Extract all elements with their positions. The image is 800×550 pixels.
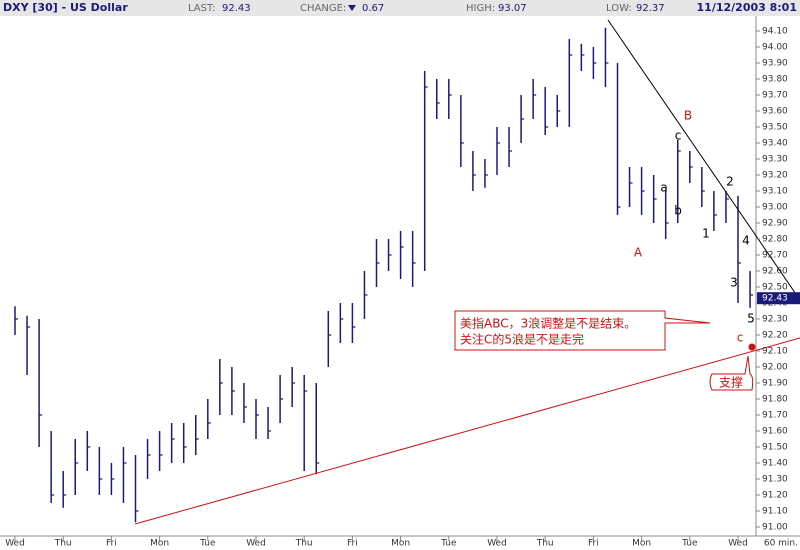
y-tick-label: 92.90 xyxy=(762,219,788,229)
high-label: HIGH: xyxy=(466,3,495,14)
y-tick-label: 93.70 xyxy=(762,91,788,101)
y-tick-label: 91.30 xyxy=(762,475,788,485)
wave-label: 2 xyxy=(726,175,734,189)
callout-text: 美指ABC，3浪调整是不是结束。 xyxy=(460,316,636,331)
x-tick-label: Fri xyxy=(106,539,117,549)
resistance-line xyxy=(607,19,800,301)
wave-label: B xyxy=(684,109,692,123)
y-tick-label: 93.60 xyxy=(762,107,788,117)
y-tick-label: 91.80 xyxy=(762,395,788,405)
plot xyxy=(14,27,754,523)
wave-label: 4 xyxy=(742,234,750,248)
support-line xyxy=(134,337,800,525)
x-tick-label: Wed xyxy=(728,539,748,549)
support-bubble xyxy=(709,355,754,391)
x-tick-label: Mon xyxy=(150,539,169,549)
last-value: 92.43 xyxy=(222,3,251,14)
support-point xyxy=(748,343,756,351)
wave-label: A xyxy=(634,246,643,260)
x-tick-label: Wed xyxy=(5,539,25,549)
wave-label: 5 xyxy=(747,312,755,326)
x-tick-label: Tue xyxy=(440,539,457,549)
wave-label: c xyxy=(737,331,744,345)
y-tick-label: 91.10 xyxy=(762,507,788,517)
y-tick-label: 93.10 xyxy=(762,187,788,197)
x-tick-label: Thu xyxy=(54,539,72,549)
x-tick-label: Thu xyxy=(295,539,313,549)
header-bar xyxy=(0,0,800,16)
wave-label: a xyxy=(660,181,667,195)
y-tick-label: 92.00 xyxy=(762,363,788,373)
x-tick-label: Wed xyxy=(246,539,266,549)
y-tick-label: 92.50 xyxy=(762,283,788,293)
y-tick-label: 91.50 xyxy=(762,443,788,453)
last-price-box xyxy=(757,292,800,305)
y-tick-label: 92.70 xyxy=(762,251,788,261)
y-tick-label: 93.20 xyxy=(762,171,788,181)
y-tick-label: 91.90 xyxy=(762,379,788,389)
wave-label: b xyxy=(674,204,682,218)
y-tick-label: 92.20 xyxy=(762,331,788,341)
y-tick-label: 91.70 xyxy=(762,411,788,421)
y-tick-label: 91.40 xyxy=(762,459,788,469)
y-tick-label: 91.60 xyxy=(762,427,788,437)
callout xyxy=(454,310,711,351)
change-value: 0.67 xyxy=(362,3,384,14)
y-tick-label: 92.80 xyxy=(762,235,788,245)
title: DXY [30] - US Dollar xyxy=(3,1,128,14)
x-tick-label: Fri xyxy=(347,539,358,549)
wave-label: 1 xyxy=(702,227,710,241)
last-price: 92.43 xyxy=(762,294,788,304)
datetime: 11/12/2003 8:01 xyxy=(697,1,797,14)
y-tick-label: 93.00 xyxy=(762,203,788,213)
y-tick-label: 93.80 xyxy=(762,75,788,85)
x-unit: 60 min. xyxy=(764,539,798,549)
x-tick-label: Mon xyxy=(391,539,410,549)
y-tick-label: 93.50 xyxy=(762,123,788,133)
y-tick-label: 94.00 xyxy=(762,43,788,53)
last-label: LAST: xyxy=(188,3,215,14)
wave-label: 3 xyxy=(730,276,738,290)
x-tick-label: Mon xyxy=(632,539,651,549)
low-value: 92.37 xyxy=(636,3,665,14)
down-arrow xyxy=(348,5,356,11)
x-tick-label: Fri xyxy=(588,539,599,549)
y-tick-label: 92.60 xyxy=(762,267,788,277)
low-label: LOW: xyxy=(606,3,632,14)
y-tick-label: 92.10 xyxy=(762,347,788,357)
y-tick-label: 92.30 xyxy=(762,315,788,325)
y-tick-label: 93.40 xyxy=(762,139,788,149)
y-tick-label: 91.00 xyxy=(762,523,788,533)
wave-label: c xyxy=(675,129,682,143)
y-tick-label: 93.30 xyxy=(762,155,788,165)
change-label: CHANGE: xyxy=(300,3,346,14)
y-tick-label: 94.10 xyxy=(762,27,788,37)
x-tick-label: Wed xyxy=(487,539,507,549)
x-tick-label: Tue xyxy=(681,539,698,549)
y-tick-label: 93.90 xyxy=(762,59,788,69)
support-text: 支撑 xyxy=(719,375,743,390)
high-value: 93.07 xyxy=(498,3,527,14)
callout-text: 关注C的5浪是不是走完 xyxy=(460,332,584,347)
y-tick-label: 91.20 xyxy=(762,491,788,501)
x-tick-label: Tue xyxy=(199,539,216,549)
x-tick-label: Thu xyxy=(536,539,554,549)
